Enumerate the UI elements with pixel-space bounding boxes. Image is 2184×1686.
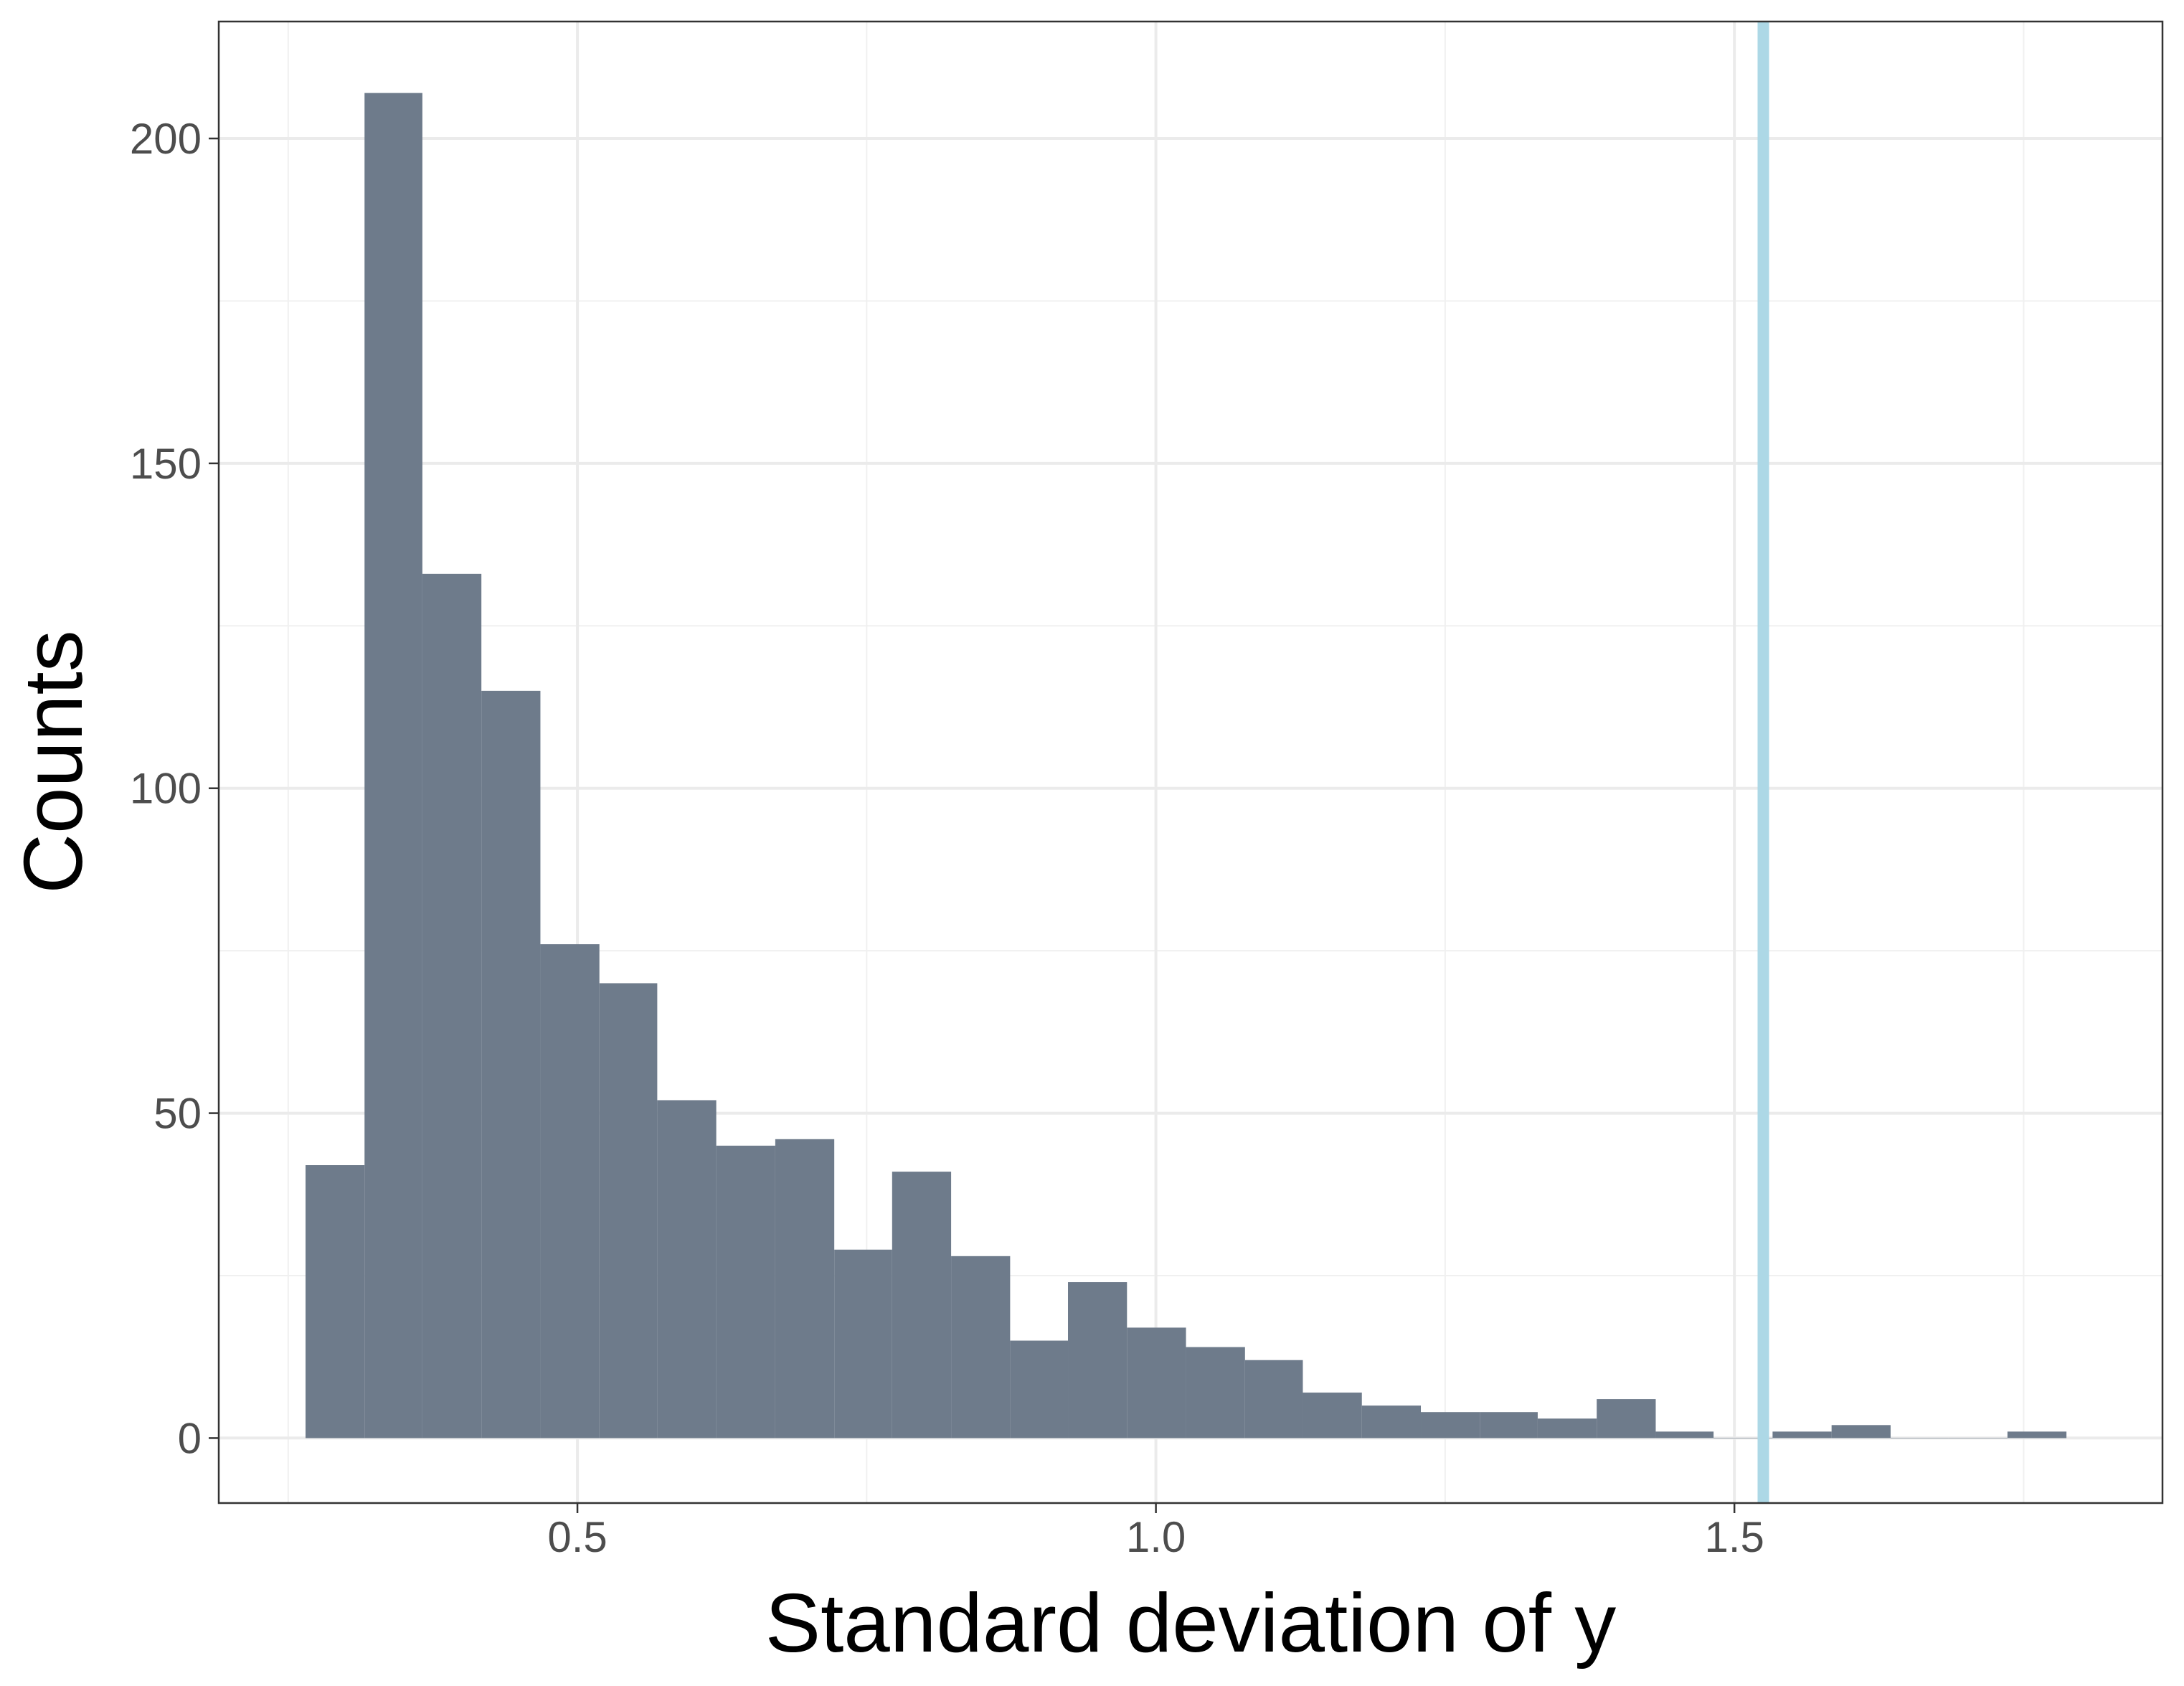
histogram-bar bbox=[1303, 1393, 1362, 1438]
y-axis-title: Counts bbox=[6, 630, 100, 894]
histogram-bar bbox=[1537, 1418, 1597, 1438]
histogram-bar bbox=[1480, 1412, 1538, 1438]
x-axis-ticks: 0.5 1.0 1.5 bbox=[547, 1503, 1764, 1561]
histogram-bar bbox=[1421, 1412, 1480, 1438]
histogram-bar bbox=[951, 1256, 1011, 1438]
histogram-bar bbox=[1831, 1425, 1891, 1438]
histogram-bar bbox=[1597, 1399, 1656, 1438]
histogram-bar bbox=[305, 1165, 365, 1438]
x-tick-label: 1.5 bbox=[1704, 1513, 1764, 1561]
histogram-bar bbox=[1772, 1431, 1832, 1438]
histogram-bar bbox=[1068, 1282, 1128, 1438]
histogram-bar bbox=[481, 690, 541, 1438]
histogram-bar bbox=[422, 573, 482, 1438]
y-tick-label: 100 bbox=[130, 765, 202, 813]
histogram-bar bbox=[892, 1172, 952, 1438]
histogram-bar bbox=[1361, 1405, 1422, 1438]
y-axis-ticks: 0 50 100 150 200 bbox=[130, 115, 219, 1462]
histogram-bar bbox=[1010, 1340, 1069, 1438]
y-tick-label: 50 bbox=[153, 1090, 202, 1138]
histogram-bar bbox=[834, 1249, 892, 1438]
x-axis-title: Standard deviation of y bbox=[765, 1576, 1617, 1669]
histogram-bar bbox=[657, 1100, 717, 1438]
histogram-bar bbox=[1655, 1431, 1714, 1438]
histogram-bar bbox=[2007, 1431, 2067, 1438]
y-tick-label: 0 bbox=[178, 1414, 202, 1462]
y-tick-label: 150 bbox=[130, 440, 202, 488]
plot-border bbox=[217, 20, 2164, 1504]
histogram-bar bbox=[540, 944, 600, 1438]
histogram-bar bbox=[1244, 1360, 1303, 1438]
x-tick-label: 0.5 bbox=[547, 1513, 607, 1561]
grid-lines bbox=[219, 22, 2162, 1503]
histogram-bars bbox=[305, 93, 2067, 1439]
histogram-bar bbox=[1186, 1347, 1245, 1438]
x-tick-label: 1.0 bbox=[1126, 1513, 1186, 1561]
histogram-bar bbox=[716, 1145, 775, 1438]
histogram-bar bbox=[599, 983, 658, 1438]
y-tick-label: 200 bbox=[130, 115, 202, 163]
histogram-bar bbox=[364, 93, 422, 1438]
histogram-bar bbox=[1127, 1327, 1186, 1438]
histogram-bar bbox=[775, 1139, 835, 1438]
